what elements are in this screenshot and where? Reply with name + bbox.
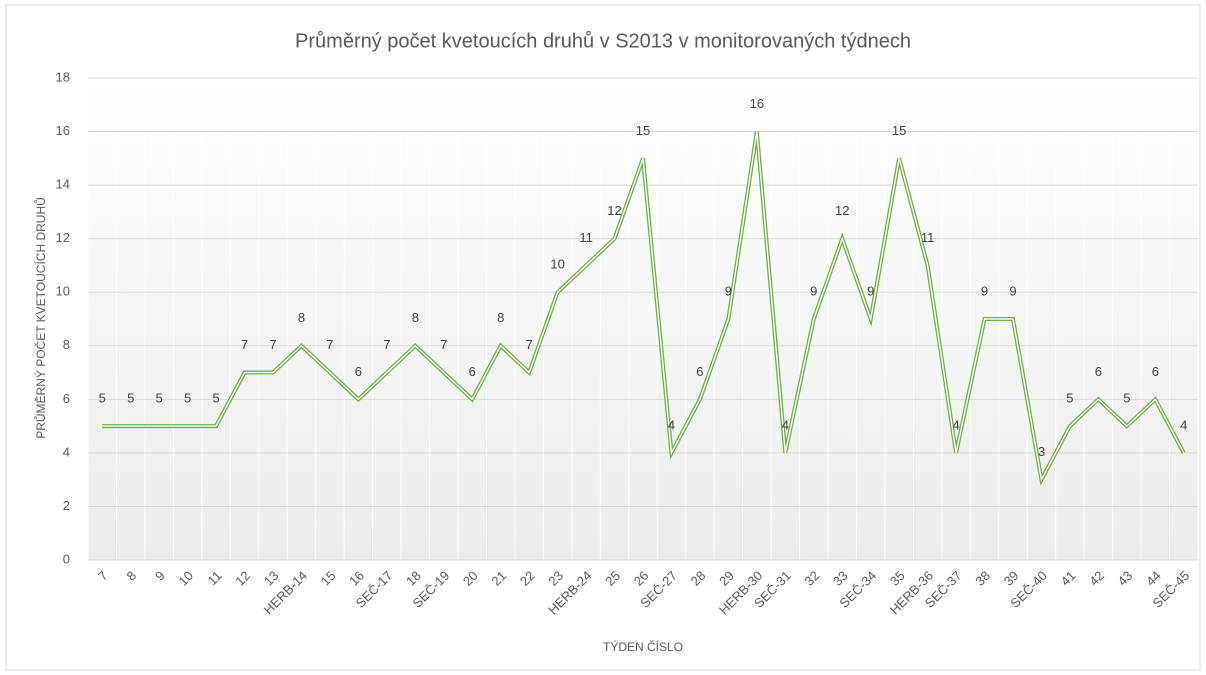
y-tick-label: 10 <box>56 284 70 299</box>
data-label: 5 <box>184 391 191 406</box>
data-label: 5 <box>99 391 106 406</box>
data-label: 7 <box>383 337 390 352</box>
data-label: 7 <box>269 337 276 352</box>
data-label: 4 <box>952 417 959 432</box>
data-label: 5 <box>1066 391 1073 406</box>
data-label: 10 <box>550 257 564 272</box>
data-label: 5 <box>212 391 219 406</box>
data-label: 8 <box>298 310 305 325</box>
y-tick-label: 6 <box>63 391 70 406</box>
data-label: 11 <box>921 230 935 245</box>
data-label: 6 <box>1095 364 1102 379</box>
y-tick-label: 0 <box>63 551 70 566</box>
data-label: 9 <box>981 283 988 298</box>
data-label: 5 <box>156 391 163 406</box>
data-label: 9 <box>1009 283 1016 298</box>
data-label: 4 <box>782 417 789 432</box>
data-label: 6 <box>1152 364 1159 379</box>
y-tick-label: 4 <box>63 444 70 459</box>
data-label: 12 <box>607 203 621 218</box>
data-label: 7 <box>526 337 533 352</box>
data-label: 8 <box>497 310 504 325</box>
data-label: 6 <box>469 364 476 379</box>
y-tick-label: 14 <box>56 177 70 192</box>
data-label: 16 <box>750 96 764 111</box>
data-label: 4 <box>668 417 675 432</box>
data-label: 4 <box>1180 417 1187 432</box>
x-axis-title: TÝDEN ČÍSLO <box>603 639 683 654</box>
data-label: 6 <box>696 364 703 379</box>
data-label: 5 <box>1123 391 1130 406</box>
data-label: 9 <box>867 283 874 298</box>
data-label: 9 <box>810 283 817 298</box>
plot-area <box>88 78 1198 560</box>
y-tick-label: 2 <box>63 498 70 513</box>
y-tick-label: 16 <box>56 123 70 138</box>
data-label: 7 <box>241 337 248 352</box>
y-tick-label: 18 <box>56 69 70 84</box>
data-label: 6 <box>355 364 362 379</box>
chart-title: Průměrný počet kvetoucích druhů v S2013 … <box>295 30 911 52</box>
data-label: 15 <box>636 123 650 138</box>
data-label: 7 <box>326 337 333 352</box>
data-label: 7 <box>440 337 447 352</box>
y-tick-label: 12 <box>56 230 70 245</box>
data-label: 8 <box>412 310 419 325</box>
data-label: 15 <box>892 123 906 138</box>
data-label: 12 <box>835 203 849 218</box>
y-axis-title: PRŮMĚRNÝ POČET KVETOUCÍCH DRUHŮ <box>33 197 48 439</box>
data-line-inner <box>102 131 1185 482</box>
data-label: 11 <box>579 230 593 245</box>
data-label: 9 <box>725 283 732 298</box>
data-label: 5 <box>127 391 134 406</box>
data-label: 3 <box>1038 444 1045 459</box>
y-tick-label: 8 <box>63 337 70 352</box>
